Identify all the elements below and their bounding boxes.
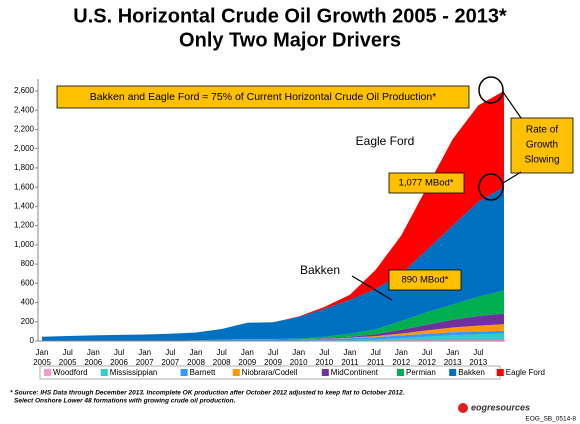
x-tick-label: Jan 2005: [33, 348, 51, 367]
y-tick-label: 2,600: [14, 86, 35, 95]
area: [42, 330, 504, 341]
rate-label: Rate of: [526, 125, 558, 136]
legend-swatch: [449, 369, 457, 376]
x-tick-label: Jul 2005: [59, 348, 77, 367]
callout-box: [388, 172, 465, 194]
legend-swatch: [180, 369, 188, 376]
y-tick-label: 1,000: [14, 240, 35, 249]
legend-swatch: [44, 369, 51, 376]
legend-label: Mississippian: [110, 368, 158, 377]
plot-area: 0 200 400 600 800 1,000 1,200 1,400 1,600 1,800 2,…: [14, 79, 545, 380]
arrow: [502, 171, 522, 184]
legend-label: Woodford: [53, 368, 88, 377]
circle: [478, 76, 504, 104]
legend-swatch: [100, 369, 108, 376]
x-tick-label: Jan 2012: [392, 348, 410, 367]
legend-label: Permian: [406, 368, 436, 377]
x-tick-label: Jul 2009: [264, 348, 282, 367]
arrow: [351, 275, 393, 301]
arrow: [502, 91, 522, 119]
x-tick-label: Jul 2012: [418, 348, 436, 367]
callout-box: [510, 117, 574, 174]
area: [42, 324, 504, 341]
y-tick-label: 2,000: [14, 144, 35, 153]
y-tick-label: 400: [21, 298, 35, 307]
x-tick-label: Jul 2013: [469, 348, 487, 367]
y-tick-label: 1,600: [14, 182, 35, 191]
x-tick-label: Jul 2011: [367, 348, 385, 367]
footnote: Select Onshore Lower 48 formations with …: [14, 398, 236, 405]
logo-mark: [458, 403, 468, 413]
legend-label: MidContinent: [331, 368, 379, 377]
y-tick-label: 200: [21, 317, 35, 326]
y-tick-label: 2,200: [14, 125, 35, 134]
x-tick-label: Jan 2007: [136, 348, 154, 367]
area: [42, 91, 504, 337]
area: [42, 187, 504, 341]
bakken-volume: 890 MBod*: [401, 275, 448, 286]
y-tick-label: 800: [21, 259, 35, 268]
legend-label: Eagle Ford: [506, 368, 545, 377]
bakken-label: Bakken: [300, 263, 340, 277]
y-tick-label: 1,400: [14, 201, 35, 210]
area: [42, 313, 504, 341]
y-tick-label: 0: [30, 336, 35, 345]
legend-swatch: [397, 369, 404, 376]
legend-swatch: [321, 369, 329, 376]
annotations: Bakken and Eagle Ford ≈ 75% of Current H…: [10, 76, 576, 423]
rate-label: Growth: [526, 140, 558, 151]
x-tick-label: Jan 2011: [341, 348, 359, 367]
legend-label: Bakken: [458, 368, 485, 377]
callout-box: [388, 269, 462, 291]
chart-title: U.S. Horizontal Crude Oil Growth 2005 - …: [73, 5, 507, 27]
x-tick-label: Jan 2006: [84, 348, 102, 367]
slide-id: EOG_SB_0514-8: [525, 416, 576, 423]
x-tick-label: Jul 2008: [213, 348, 231, 367]
legend: Woodford Mississippian Barnett Niobrara/Cod…: [39, 365, 545, 380]
legend-label: Niobrara/Codell: [242, 368, 298, 377]
y-tick-label: 1,800: [14, 163, 35, 172]
headline-box: [56, 85, 470, 109]
y-tick-label: 2,400: [14, 105, 35, 114]
legend-swatch: [496, 369, 504, 376]
x-tick-label: Jan 2013: [444, 348, 462, 367]
x-tick-label: Jan 2008: [187, 348, 205, 367]
eagle-ford-volume: 1,077 MBod*: [399, 178, 454, 189]
y-tick-label: 600: [21, 278, 35, 287]
chart-subtitle: Only Two Major Drivers: [179, 29, 401, 51]
x-tick-label: Jan 2009: [238, 348, 256, 367]
x-tick-label: Jul 2007: [161, 348, 179, 367]
circle: [478, 173, 504, 201]
rate-label: Slowing: [524, 155, 559, 166]
headline: Bakken and Eagle Ford ≈ 75% of Current H…: [90, 91, 437, 103]
footnote: * Source: IHS Data through December 2013…: [10, 390, 405, 397]
eagle-ford-label: Eagle Ford: [356, 134, 415, 148]
legend-swatch: [232, 369, 240, 376]
x-tick-label: Jul 2006: [110, 348, 128, 367]
area: [42, 333, 504, 341]
legend-label: Barnett: [190, 368, 217, 377]
area: [42, 290, 504, 341]
y-tick-label: 1,200: [14, 221, 35, 230]
x-tick-label: Jan 2010: [290, 348, 308, 367]
logo: eogresources: [471, 402, 530, 412]
x-tick-label: Jul 2010: [315, 348, 333, 367]
